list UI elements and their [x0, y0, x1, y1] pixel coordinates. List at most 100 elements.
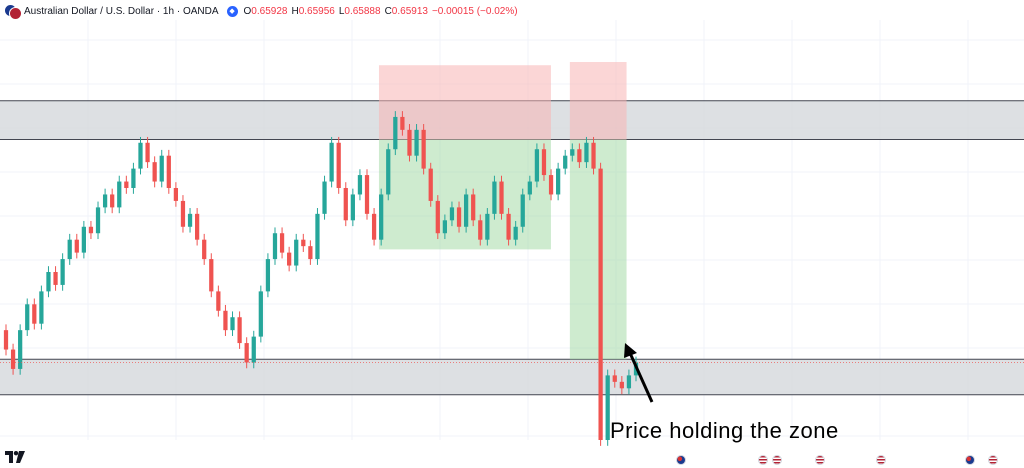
candle: [407, 129, 412, 156]
flag-icon[interactable]: [988, 455, 998, 465]
candle: [463, 194, 469, 227]
stop-loss-zone-1: [378, 65, 551, 140]
candle: [548, 175, 554, 195]
candle: [301, 239, 306, 247]
open-value: O0.65928: [243, 5, 288, 17]
candle: [195, 213, 200, 240]
candle: [145, 142, 150, 163]
candle: [10, 349, 16, 369]
candle: [159, 155, 164, 182]
candle: [152, 162, 157, 182]
candle: [343, 188, 348, 221]
candle: [187, 213, 193, 227]
candle: [570, 149, 575, 156]
candle: [95, 207, 101, 234]
candle: [442, 220, 447, 234]
candle: [67, 239, 72, 260]
candle: [117, 181, 122, 208]
candle: [357, 175, 363, 195]
candle: [534, 149, 540, 182]
candle: [287, 252, 292, 266]
change-value: −0.00015 (−0.02%): [431, 5, 518, 17]
candle: [209, 259, 214, 292]
annotation-text: Price holding the zone: [610, 418, 839, 443]
candle: [88, 226, 94, 234]
candle: [577, 149, 582, 163]
candle: [32, 304, 37, 324]
candle: [81, 226, 86, 253]
candle: [180, 200, 186, 227]
candle: [485, 213, 490, 240]
candle: [584, 142, 589, 163]
candle: [527, 181, 532, 195]
tradingview-logo-icon[interactable]: [5, 451, 25, 463]
flag-icon[interactable]: [876, 455, 886, 465]
candle: [456, 207, 462, 227]
flag-icon: [4, 4, 22, 20]
candle: [478, 220, 483, 240]
candle: [251, 336, 256, 363]
candle: [294, 239, 299, 266]
candle: [279, 233, 285, 253]
low-value: L0.65888: [338, 5, 381, 17]
symbol-header: Australian Dollar / U.S. Dollar · 1h · O…: [4, 3, 518, 20]
candle: [336, 142, 341, 188]
candle: [619, 381, 624, 389]
candle: [329, 142, 334, 182]
candle: [25, 304, 30, 331]
flag-icon[interactable]: [676, 455, 686, 465]
candle: [124, 181, 129, 188]
candle: [379, 194, 384, 240]
candle: [492, 181, 497, 214]
candle: [556, 168, 561, 195]
candle: [428, 168, 433, 201]
candle: [605, 375, 610, 440]
candle: [315, 213, 320, 260]
flag-icon[interactable]: [815, 455, 825, 465]
candle: [230, 317, 235, 331]
candle: [393, 116, 398, 150]
candle: [237, 317, 242, 344]
candle: [138, 142, 143, 169]
flag-icon[interactable]: [758, 455, 768, 465]
economic-events-bar: [0, 455, 1024, 467]
stop-loss-zone-2: [569, 62, 627, 140]
candle: [60, 259, 65, 285]
candle: [563, 155, 568, 169]
candle: [258, 291, 263, 337]
candle: [166, 155, 171, 188]
candle: [39, 291, 44, 324]
symbol-title[interactable]: Australian Dollar / U.S. Dollar · 1h · O…: [24, 5, 219, 17]
market-status-icon[interactable]: ◆: [226, 5, 238, 17]
candle: [3, 330, 9, 350]
candle: [513, 226, 518, 240]
candle: [499, 181, 504, 214]
candle: [322, 181, 327, 214]
candle: [18, 330, 23, 369]
candle: [414, 129, 419, 156]
candle: [386, 149, 391, 195]
close-value: C0.65913: [384, 5, 428, 17]
candle: [400, 116, 405, 130]
support-zone: [0, 359, 1024, 395]
flag-icon[interactable]: [772, 455, 782, 465]
candle: [541, 149, 547, 176]
candle: [598, 168, 603, 440]
annotation-arrow-head: [624, 343, 637, 358]
candle: [216, 291, 221, 311]
flag-icon[interactable]: [965, 455, 975, 465]
candle: [626, 375, 632, 389]
candle: [421, 129, 426, 169]
candle: [612, 375, 617, 382]
candle: [435, 200, 440, 234]
candle: [520, 194, 525, 227]
candle: [308, 246, 313, 260]
candle: [173, 188, 179, 201]
candle: [46, 272, 51, 292]
candle: [471, 194, 476, 221]
candle: [102, 194, 108, 208]
candle: [265, 259, 271, 292]
candle: [202, 239, 207, 260]
